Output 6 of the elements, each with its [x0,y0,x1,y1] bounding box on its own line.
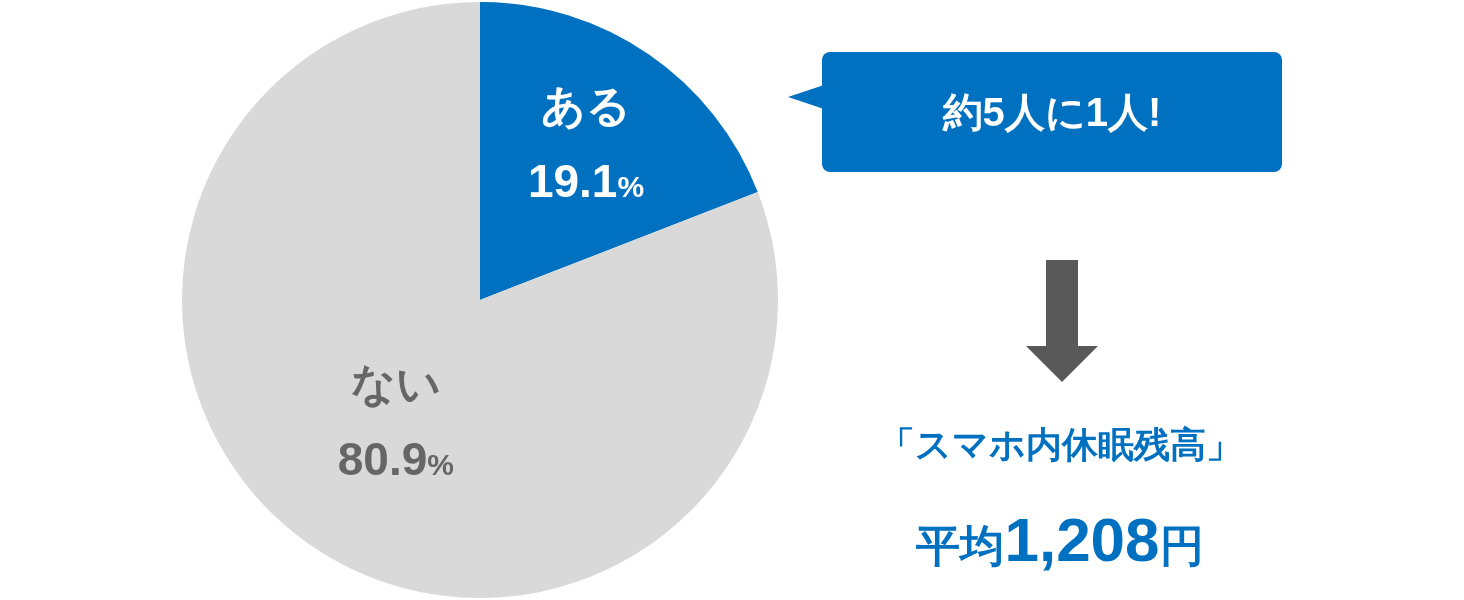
slice-label: ある [541,81,632,131]
text: 平均1,208円 [916,505,1204,574]
data-label: 80.9% [337,432,454,485]
data-label: 19.1% [527,155,645,208]
text: 「スマホ内休眠残高」 [878,422,1242,467]
slice-label: ない [350,359,441,409]
